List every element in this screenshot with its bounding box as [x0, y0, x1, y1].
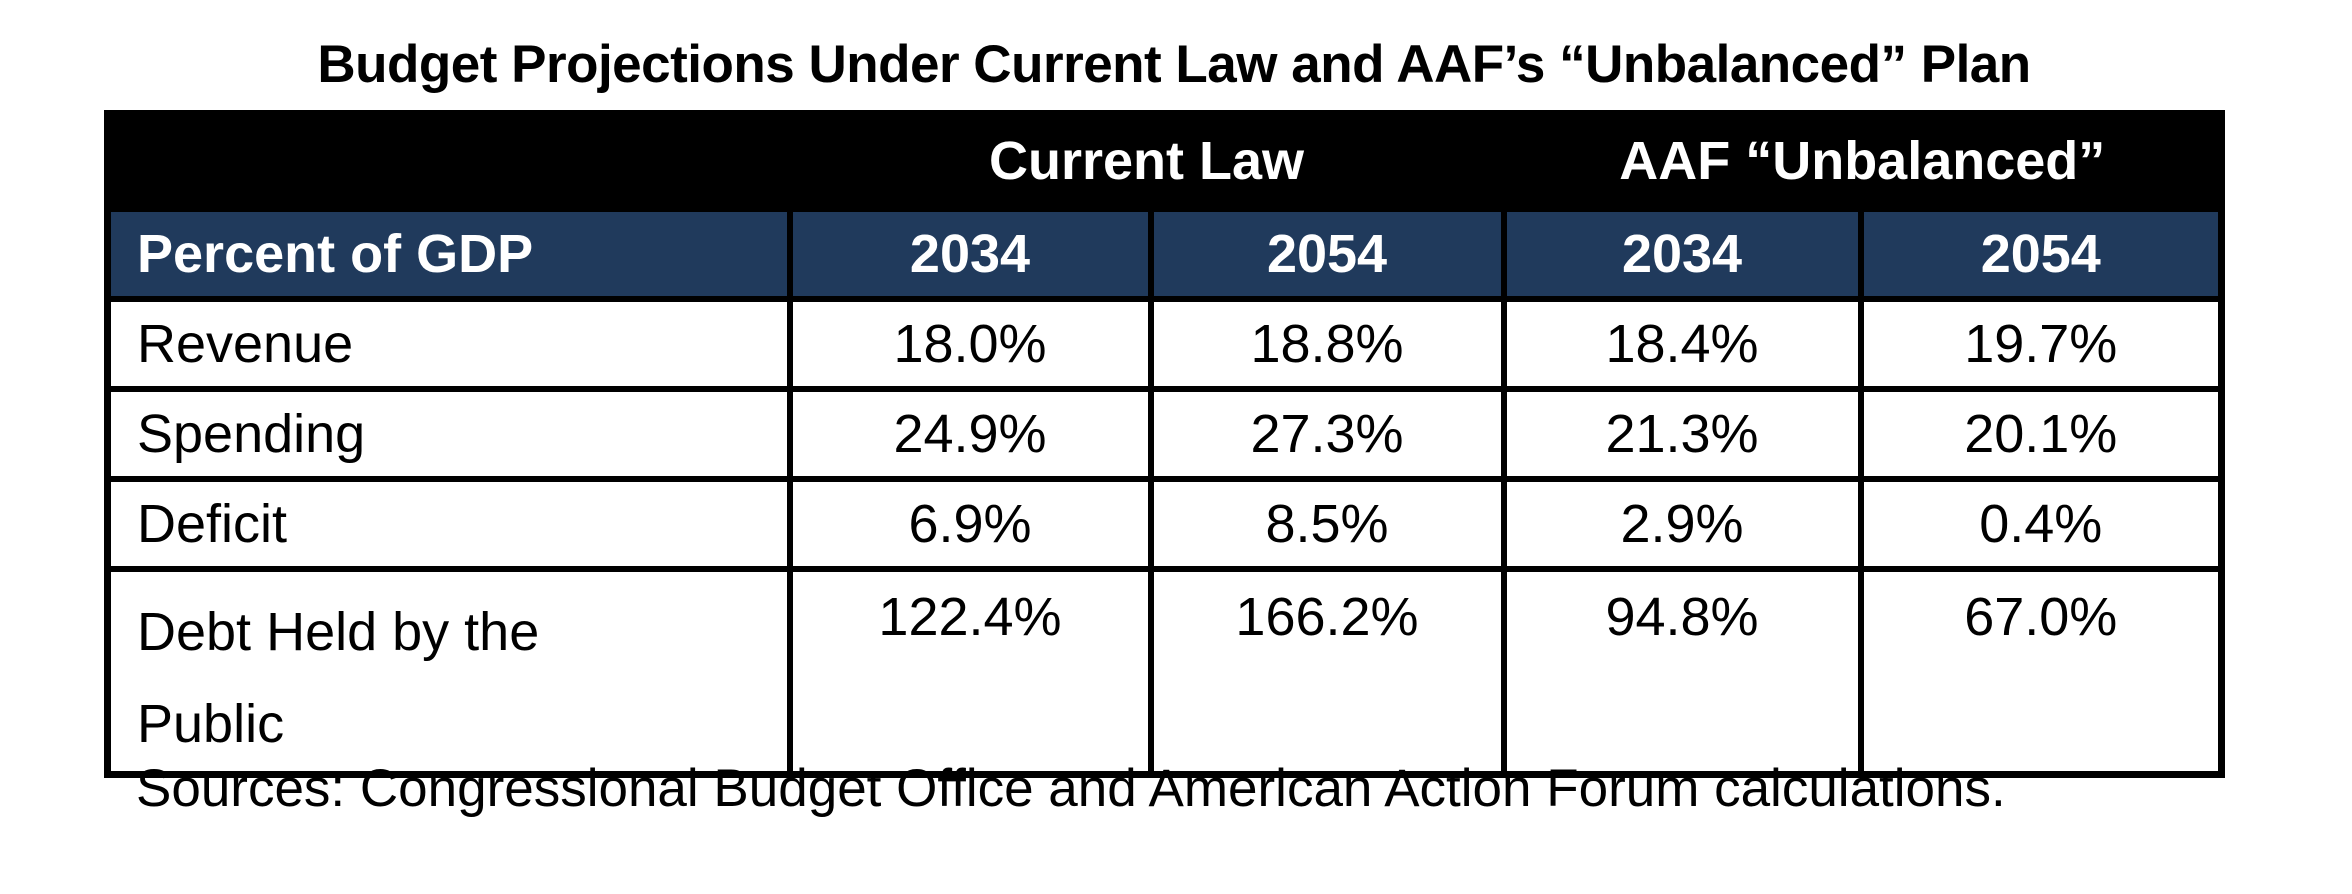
- budget-projections-table: Current Law AAF “Unbalanced” Percent of …: [104, 110, 2226, 779]
- value-cell: 6.9%: [786, 475, 1154, 572]
- value-cell: 18.0%: [786, 295, 1154, 392]
- row-label-text: Debt Held by the Public: [137, 601, 540, 755]
- table-row-debt-held-by-public: Debt Held by the Public 122.4% 166.2% 94…: [104, 565, 2225, 778]
- value-cell: 18.8%: [1147, 295, 1507, 392]
- row-label-spending: Spending: [104, 385, 793, 482]
- year-header-current-law-2034: 2034: [786, 205, 1154, 302]
- value-cell: 8.5%: [1147, 475, 1507, 572]
- value-cell: 122.4%: [786, 565, 1154, 778]
- group-header-aaf-unbalanced: AAF “Unbalanced”: [1500, 110, 2225, 212]
- value-cell: 2.9%: [1500, 475, 1864, 572]
- year-header-aaf-2034: 2034: [1500, 205, 1864, 302]
- value-cell: 19.7%: [1857, 295, 2225, 392]
- value-cell: 0.4%: [1857, 475, 2225, 572]
- value-cell: 166.2%: [1147, 565, 1507, 778]
- figure-title: Budget Projections Under Current Law and…: [317, 35, 2031, 94]
- year-header-current-law-2054: 2054: [1147, 205, 1507, 302]
- value-cell: 67.0%: [1857, 565, 2225, 778]
- value-cell: 20.1%: [1857, 385, 2225, 482]
- value-cell: 24.9%: [786, 385, 1154, 482]
- group-header-empty-cell: [104, 110, 793, 212]
- group-header-row: Current Law AAF “Unbalanced”: [104, 110, 2225, 212]
- table-row-revenue: Revenue 18.0% 18.8% 18.4% 19.7%: [104, 295, 2225, 392]
- row-label-revenue: Revenue: [104, 295, 793, 392]
- column-header-row: Percent of GDP 2034 2054 2034 2054: [104, 205, 2225, 302]
- year-header-aaf-2054: 2054: [1857, 205, 2225, 302]
- group-header-current-law: Current Law: [786, 110, 1507, 212]
- table-row-deficit: Deficit 6.9% 8.5% 2.9% 0.4%: [104, 475, 2225, 572]
- value-cell: 94.8%: [1500, 565, 1864, 778]
- value-cell: 27.3%: [1147, 385, 1507, 482]
- table-row-spending: Spending 24.9% 27.3% 21.3% 20.1%: [104, 385, 2225, 482]
- value-cell: 18.4%: [1500, 295, 1864, 392]
- row-label-debt-held-by-public: Debt Held by the Public: [104, 565, 793, 778]
- source-note: Sources: Congressional Budget Office and…: [136, 759, 2006, 818]
- value-cell: 21.3%: [1500, 385, 1864, 482]
- metric-column-header: Percent of GDP: [104, 205, 793, 302]
- row-label-deficit: Deficit: [104, 475, 793, 572]
